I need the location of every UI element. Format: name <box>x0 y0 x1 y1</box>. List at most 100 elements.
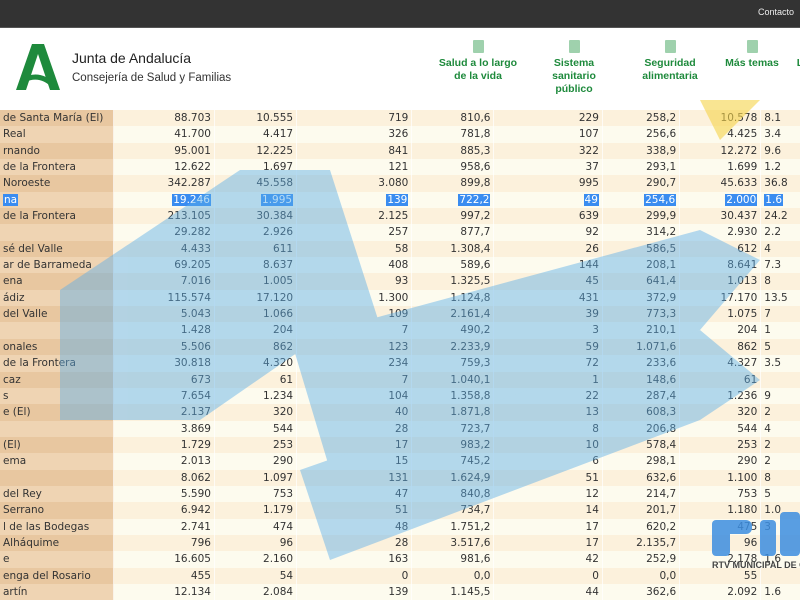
cell-text: 1.145,5 <box>450 585 491 598</box>
cell-text: 1 <box>764 324 771 337</box>
cell-text: 2.084 <box>263 585 294 598</box>
value-cell: 1.0 <box>761 502 800 518</box>
value-cell: 22 <box>494 387 603 405</box>
contact-link[interactable]: Contacto <box>757 7 794 17</box>
nav-sistema-sanitario[interactable]: Sistema sanitario público <box>546 40 602 96</box>
cell-text: 455 <box>190 569 211 582</box>
nav-salud-vida[interactable]: Salud a lo largo de la vida <box>436 40 520 83</box>
value-cell: 0,0 <box>603 567 681 584</box>
nav-mas-temas[interactable]: Más temas <box>722 40 782 70</box>
cell-text: 123 <box>388 340 409 353</box>
table-row[interactable]: 3.869 544 28 723,7 8 206,8 544 4 <box>0 420 800 437</box>
value-cell: 8.062 <box>114 469 215 486</box>
cell-text: 810,6 <box>460 112 491 124</box>
table-row[interactable]: 29.282 2.926 257 877,7 92 314,2 2.930 2.2 <box>0 224 800 241</box>
value-cell: 290 <box>215 453 298 470</box>
brand-subtitle: Consejería de Salud y Familias <box>72 72 232 84</box>
table-row[interactable]: de la Frontera 213.105 30.384 2.125 997,2 639… <box>0 208 800 225</box>
cell-text: 15 <box>394 455 409 468</box>
value-cell: 1.013 <box>680 273 762 290</box>
cell-text: 41.700 <box>174 128 211 141</box>
table-row[interactable]: e (El) 2.137 320 40 1.871,8 13 608,3 320 2 <box>0 404 800 421</box>
table-row[interactable]: del Valle 5.043 1.066 109 2.161,4 39 773,3 1.07… <box>0 306 800 323</box>
value-cell: 589,6 <box>412 257 495 274</box>
value-cell: 163 <box>297 551 413 568</box>
table-row[interactable]: s 7.654 1.234 104 1.358,8 22 287,4 1.236 9 <box>0 387 800 405</box>
value-cell: 290 <box>680 453 762 470</box>
table-row[interactable]: Real 41.700 4.417 326 781,8 107 256,6 4.425 3.4 <box>0 126 800 143</box>
table-row[interactable]: na 19.246 1.995 139 722,2 49 254,6 2.000 1.6 <box>0 191 800 209</box>
table-row[interactable]: de Santa María (El) 88.703 10.555 719 810,6 2… <box>0 110 800 127</box>
cell-text: 139 <box>386 193 409 206</box>
junta-andalucia-logo[interactable] <box>14 42 64 92</box>
cell-text: de la Frontera <box>3 161 76 174</box>
cell-text: Serrano <box>3 504 45 517</box>
cell-text: 213.105 <box>167 210 211 223</box>
table-row[interactable]: ema 2.013 290 15 745,2 6 298,1 290 2 <box>0 453 800 470</box>
value-cell: 4 <box>761 241 800 257</box>
cell-text: 474 <box>273 520 294 533</box>
value-cell: 2.092 <box>680 583 762 600</box>
table-row[interactable]: 1.428 204 7 490,2 3 210,1 204 1 <box>0 322 800 339</box>
table-row[interactable]: (El) 1.729 253 17 983,2 10 578,4 253 2 <box>0 436 800 454</box>
table-row[interactable]: del Rey 5.590 753 47 840,8 12 214,7 753 5 <box>0 485 800 503</box>
nav-more[interactable]: L <box>796 57 800 69</box>
table-row[interactable]: rnando 95.001 12.225 841 885,3 322 338,9 12.272… <box>0 142 800 160</box>
cell-text: 620,2 <box>646 520 677 533</box>
table-row[interactable]: Noroeste 342.287 45.558 3.080 899,8 995 290,7 4… <box>0 175 800 192</box>
value-cell: 578,4 <box>603 436 681 454</box>
value-cell: 1 <box>761 322 800 338</box>
table-row[interactable]: enga del Rosario 455 54 0 0,0 0 0,0 55 <box>0 567 800 584</box>
cell-text: 2.092 <box>727 585 758 598</box>
nav-seguridad-alimentaria[interactable]: Seguridad alimentaria <box>636 40 704 83</box>
cell-text: 8 <box>764 471 771 484</box>
value-cell: 214,7 <box>603 485 681 503</box>
cell-text: 47 <box>394 487 409 500</box>
table-row[interactable]: de la Frontera 30.818 4.320 234 759,3 72 233,6… <box>0 355 800 372</box>
table-row[interactable]: 8.062 1.097 131 1.624,9 51 632,6 1.100 8 <box>0 469 800 486</box>
value-cell: 7.3 <box>761 257 800 273</box>
cell-text: 42 <box>585 553 599 566</box>
value-cell: 8 <box>761 470 800 486</box>
cell-text: e <box>3 553 10 566</box>
table-row[interactable]: e 16.605 2.160 163 981,6 42 252,9 2.178 1.6 <box>0 551 800 568</box>
table-row[interactable]: de la Frontera 12.622 1.697 121 958,6 37 293,1… <box>0 159 800 176</box>
table-row[interactable]: l de las Bodegas 2.741 474 48 1.751,2 17 620,2… <box>0 518 800 535</box>
table-row[interactable]: ar de Barrameda 69.205 8.637 408 589,6 144 208… <box>0 257 800 274</box>
value-cell: 810,6 <box>412 110 495 127</box>
cell-text: de Santa María (El) <box>3 112 104 124</box>
table-row[interactable]: Serrano 6.942 1.179 51 734,7 14 201,7 1.180 1.0 <box>0 502 800 519</box>
cell-text: 362,6 <box>646 585 677 598</box>
cell-text: 1.995 <box>261 193 294 206</box>
value-cell: 5.590 <box>114 485 215 503</box>
cell-text: 69.205 <box>174 259 211 272</box>
cell-text: 104 <box>388 389 409 402</box>
cell-text: 12.225 <box>256 144 294 157</box>
table-row[interactable]: sé del Valle 4.433 611 58 1.308,4 26 586,5 612 4 <box>0 240 800 258</box>
value-cell: 6 <box>494 453 603 470</box>
value-cell: 1.300 <box>297 289 413 307</box>
municipality-cell <box>0 224 115 241</box>
cell-text: 7.016 <box>180 275 211 288</box>
value-cell: 2 <box>761 437 800 453</box>
value-cell: 131 <box>297 469 413 486</box>
value-cell: 3 <box>494 322 603 339</box>
table-row[interactable]: ena 7.016 1.005 93 1.325,5 45 641,4 1.013 8 <box>0 273 800 290</box>
table-row[interactable]: caz 673 61 7 1.040,1 1 148,6 61 <box>0 371 800 388</box>
value-cell: 781,8 <box>412 126 495 143</box>
table-row[interactable]: artín 12.134 2.084 139 1.145,5 44 362,6 2.092 1.… <box>0 583 800 600</box>
value-cell: 862 <box>680 338 762 356</box>
value-cell: 372,9 <box>603 289 681 307</box>
table-row[interactable]: Alháquime 796 96 28 3.517,6 17 2.135,7 96 <box>0 534 800 552</box>
table-row[interactable]: ádiz 115.574 17.120 1.300 1.124,8 431 372,9 17.… <box>0 289 800 307</box>
cell-text: 1.124,8 <box>450 291 491 304</box>
cell-text: 4.425 <box>727 128 758 141</box>
cell-text: 773,3 <box>646 308 677 321</box>
value-cell: 139 <box>297 191 413 209</box>
cell-text: 109 <box>388 308 409 321</box>
cell-text: 862 <box>273 340 294 353</box>
cell-text: 51 <box>585 471 599 484</box>
value-cell: 1.071,6 <box>603 338 681 356</box>
cell-text: 673 <box>190 373 211 386</box>
table-row[interactable]: onales 5.506 862 123 2.233,9 59 1.071,6 862 5 <box>0 338 800 356</box>
